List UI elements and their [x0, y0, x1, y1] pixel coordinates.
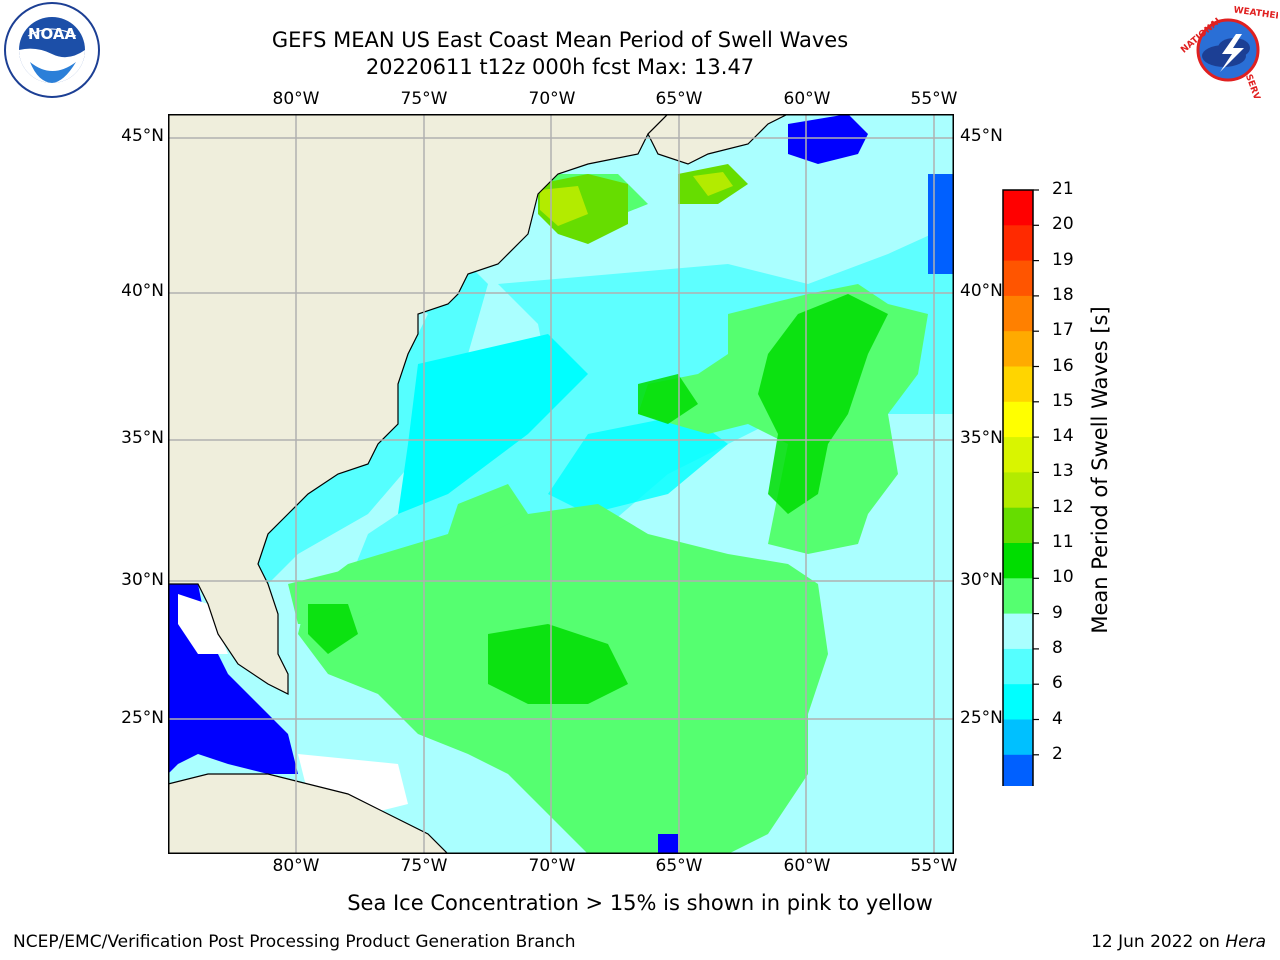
- footer-host: Hera: [1225, 932, 1266, 952]
- colorbar-segment: [1003, 684, 1033, 720]
- colorbar-border: [1002, 189, 1034, 786]
- colorbar-tick-label: 11: [1052, 532, 1074, 552]
- colorbar-tick-label: 17: [1052, 320, 1074, 341]
- field-9s-blob: [448, 484, 528, 534]
- colorbar-segment: [1003, 719, 1033, 756]
- lon-label-bottom-75w: 75°W: [400, 856, 448, 876]
- lon-label-top-65w: 65°W: [655, 89, 703, 109]
- lon-label-top-80w: 80°W: [272, 89, 320, 109]
- lat-label-left-25n: 25°N: [121, 708, 164, 728]
- field-12s-georges: [693, 172, 733, 196]
- footer-date: 12 Jun 2022 on Hera: [1091, 932, 1266, 952]
- colorbar-segment: [1003, 225, 1033, 262]
- lat-label-left-45n: 45°N: [121, 126, 164, 146]
- colorbar-tick-label: 15: [1052, 390, 1074, 411]
- colorbar-segment: [1003, 260, 1033, 297]
- chart-title: GEFS MEAN US East Coast Mean Period of S…: [271, 28, 849, 52]
- lat-label-right-40n: 40°N: [960, 281, 1003, 301]
- colorbar-tick-label: 12: [1052, 496, 1074, 517]
- colorbar-segment: [1003, 648, 1033, 685]
- colorbar-segment: [1003, 401, 1033, 438]
- map-grid: [168, 114, 954, 854]
- colorbar-tick-label: 10: [1052, 567, 1074, 588]
- lon-label-top-60w: 60°W: [783, 89, 831, 109]
- sea-ice-note: Sea Ice Concentration > 15% is shown in …: [347, 891, 933, 915]
- lon-label-bottom-70w: 70°W: [528, 856, 576, 876]
- field-10s-cape: [308, 604, 358, 654]
- land-nova-scotia: [647, 114, 789, 165]
- nws-logo: NATIONAL WEATHER SERVICE: [1178, 2, 1280, 117]
- colorbar: [1000, 186, 1060, 786]
- lon-label-top-75w: 75°W: [400, 89, 448, 109]
- lon-label-bottom-60w: 60°W: [783, 856, 831, 876]
- lat-label-left-40n: 40°N: [121, 281, 164, 301]
- colorbar-tick-label: 13: [1052, 461, 1074, 482]
- map-panel: [168, 114, 954, 854]
- noaa-logo: NOAA: [2, 2, 102, 98]
- land-cuba: [168, 773, 449, 854]
- colorbar-tick-label: 21: [1052, 179, 1074, 199]
- footer-date-text: 12 Jun 2022 on: [1091, 932, 1226, 952]
- colorbar-tick-label: 20: [1052, 214, 1074, 235]
- map-border: [168, 114, 954, 854]
- masked-gulf: [178, 594, 228, 654]
- field-10s-mid: [638, 374, 698, 424]
- colorbar-segment: [1003, 507, 1033, 544]
- colorbar-segment: [1003, 543, 1033, 579]
- colorbar-tick-label: 6: [1052, 673, 1063, 694]
- lon-label-bottom-80w: 80°W: [272, 856, 320, 876]
- lon-label-bottom-65w: 65°W: [655, 856, 703, 876]
- field-4s-east: [928, 174, 954, 274]
- colorbar-tick-label: 2: [1052, 743, 1063, 764]
- lat-label-right-30n: 30°N: [960, 570, 1003, 590]
- field-2s-south: [658, 834, 678, 854]
- colorbar-segment: [1003, 331, 1033, 367]
- colorbar-tick-label: 8: [1052, 637, 1063, 658]
- lon-label-top-55w: 55°W: [910, 89, 958, 109]
- colorbar-segment: [1003, 754, 1033, 786]
- lat-label-right-45n: 45°N: [960, 126, 1003, 146]
- colorbar-tick-label: 4: [1052, 708, 1063, 729]
- colorbar-axis-label: Mean Period of Swell Waves [s]: [1088, 306, 1112, 634]
- field-6s-mid: [548, 414, 728, 514]
- lat-label-left-35n: 35°N: [121, 428, 164, 448]
- colorbar-segment: [1003, 613, 1033, 650]
- lon-label-top-70w: 70°W: [528, 89, 576, 109]
- field-12s-maine: [540, 186, 588, 226]
- field-10s-east: [758, 294, 888, 514]
- colorbar-tick-label: 16: [1052, 355, 1074, 376]
- colorbar-tick-label: 9: [1052, 602, 1063, 623]
- lat-label-right-35n: 35°N: [960, 428, 1003, 448]
- colorbar-tick-label: 19: [1052, 249, 1074, 270]
- land-us-east-coast: [168, 114, 669, 695]
- svg-text:NOAA: NOAA: [28, 25, 77, 43]
- colorbar-segment: [1003, 366, 1033, 403]
- colorbar-segment: [1003, 472, 1033, 509]
- field-10s-south: [488, 624, 628, 704]
- colorbar-tick-label: 18: [1052, 284, 1074, 305]
- colorbar-segment: [1003, 437, 1033, 473]
- chart-subtitle: 20220611 t12z 000h fcst Max: 13.47: [365, 55, 755, 79]
- lat-label-left-30n: 30°N: [121, 570, 164, 590]
- colorbar-segment: [1003, 295, 1033, 332]
- field-6s-coastal: [398, 334, 588, 514]
- lat-label-right-25n: 25°N: [960, 708, 1003, 728]
- field-2s-scotian: [788, 114, 868, 164]
- colorbar-segment: [1003, 190, 1033, 226]
- lon-label-bottom-55w: 55°W: [910, 856, 958, 876]
- colorbar-segment: [1003, 578, 1033, 615]
- colorbar-tick-label: 14: [1052, 426, 1074, 447]
- field-8s-coastal: [228, 254, 488, 584]
- footer-credit: NCEP/EMC/Verification Post Processing Pr…: [13, 932, 576, 952]
